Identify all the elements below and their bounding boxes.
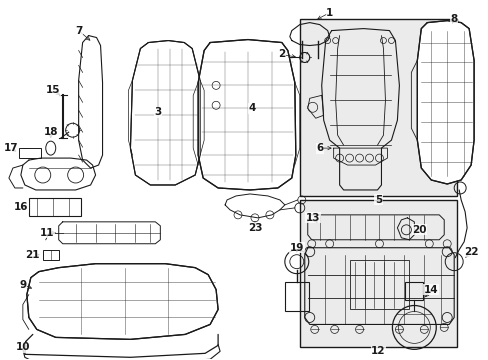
Polygon shape	[130, 41, 200, 185]
Text: 23: 23	[247, 223, 262, 233]
Text: 15: 15	[45, 85, 60, 95]
Text: 5: 5	[374, 195, 381, 205]
Text: 6: 6	[315, 143, 323, 153]
Text: 22: 22	[463, 247, 477, 257]
Text: 1: 1	[325, 8, 333, 18]
Polygon shape	[27, 264, 218, 339]
Text: 18: 18	[43, 127, 58, 137]
Bar	[42, 250, 59, 260]
Text: 10: 10	[16, 342, 30, 352]
Text: 8: 8	[449, 14, 457, 24]
Text: 2: 2	[278, 49, 285, 59]
Bar	[405, 282, 423, 300]
Text: 16: 16	[14, 202, 28, 212]
Text: 21: 21	[25, 250, 40, 260]
Bar	[29, 198, 81, 216]
Bar	[349, 260, 408, 310]
Text: 3: 3	[154, 107, 162, 117]
Bar	[299, 19, 456, 196]
Bar	[285, 282, 308, 311]
Text: 12: 12	[370, 346, 385, 356]
Text: 20: 20	[411, 225, 426, 235]
Polygon shape	[416, 21, 473, 184]
Text: 9: 9	[19, 280, 26, 289]
Bar	[19, 148, 41, 158]
Polygon shape	[198, 40, 295, 190]
Text: 17: 17	[3, 143, 18, 153]
Text: 14: 14	[423, 284, 438, 294]
Text: 11: 11	[40, 228, 54, 238]
Text: 7: 7	[75, 26, 82, 36]
Bar	[299, 200, 456, 347]
Text: 13: 13	[305, 213, 319, 223]
Text: 19: 19	[289, 243, 304, 253]
Text: 4: 4	[248, 103, 255, 113]
